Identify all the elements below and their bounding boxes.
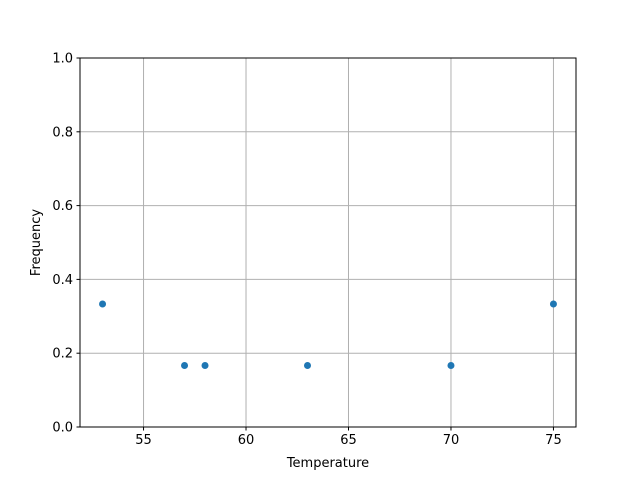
data-point — [201, 361, 209, 369]
y-tick-label: 0.4 — [52, 273, 73, 288]
y-tick-label: 0.0 — [52, 421, 73, 436]
grid — [80, 57, 576, 428]
data-point — [304, 361, 312, 369]
y-tick-label: 0.2 — [52, 347, 73, 362]
data-points — [99, 300, 557, 369]
y-tick-label: 0.6 — [52, 199, 73, 214]
x-tick-label: 75 — [545, 433, 562, 448]
y-axis-label: Frequency — [29, 209, 44, 276]
data-point — [181, 361, 189, 369]
y-tick-label: 1.0 — [52, 52, 73, 67]
x-tick-label: 70 — [443, 433, 460, 448]
x-tick-label: 60 — [238, 433, 255, 448]
data-point — [549, 300, 557, 308]
plot-frame — [79, 57, 577, 428]
data-point — [99, 300, 107, 308]
y-tick-label: 0.8 — [52, 125, 73, 140]
data-point — [447, 361, 455, 369]
x-tick-label: 55 — [135, 433, 152, 448]
x-tick-label: 65 — [340, 433, 357, 448]
ticks: 55 60 65 70 75 0.0 0.2 0.4 0.6 0.8 1.0 — [52, 52, 561, 449]
x-axis-label: Temperature — [286, 456, 369, 471]
